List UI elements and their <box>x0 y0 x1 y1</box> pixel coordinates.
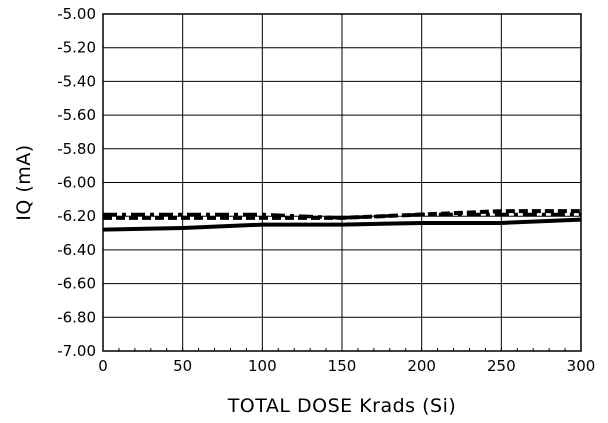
x-tick-labels: 0 50 100 150 200 250 300 <box>98 357 595 375</box>
x-tick-label: 100 <box>248 357 277 375</box>
plot-frame <box>102 13 582 352</box>
x-tick-label: 0 <box>98 357 108 375</box>
y-tick-label: -5.00 <box>57 5 96 23</box>
x-axis-label: TOTAL DOSE Krads (Si) <box>227 395 457 417</box>
y-tick-label: -5.60 <box>57 106 96 124</box>
x-tick-label: 200 <box>407 357 436 375</box>
y-tick-label: -5.40 <box>57 72 96 90</box>
y-tick-label: -6.20 <box>57 207 96 225</box>
y-axis-label: IQ (mA) <box>13 144 35 220</box>
series-lines <box>102 209 582 232</box>
y-tick-label: -6.60 <box>57 275 96 293</box>
x-tick-label: 150 <box>328 357 357 375</box>
x-tick-label: 300 <box>567 357 596 375</box>
series-line-3 <box>103 212 581 220</box>
y-tick-label: -6.00 <box>57 174 96 192</box>
series-line-2 <box>103 209 581 220</box>
y-tick-label: -6.80 <box>57 308 96 326</box>
y-tick-label: -6.40 <box>57 241 96 259</box>
x-tick-label: 50 <box>173 357 192 375</box>
y-tick-labels: -5.00 -5.20 -5.40 -5.60 -5.80 -6.00 -6.20 -6.40… <box>57 5 96 360</box>
y-tick-label: -5.20 <box>57 39 96 57</box>
x-tick-label: 250 <box>487 357 516 375</box>
series-line-1 <box>102 217 582 232</box>
y-tick-label: -7.00 <box>57 342 96 360</box>
grid-lines <box>102 13 582 352</box>
y-tick-label: -5.80 <box>57 140 96 158</box>
